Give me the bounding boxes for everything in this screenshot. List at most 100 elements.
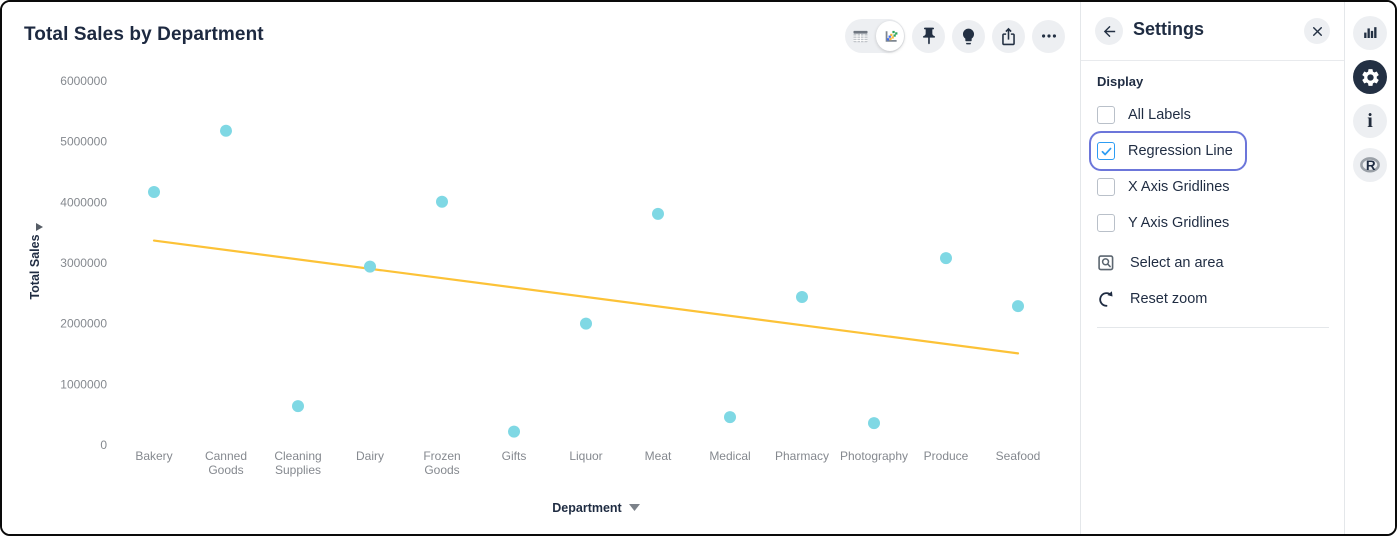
data-point[interactable] [148, 186, 160, 199]
chart-view-button[interactable] [876, 21, 904, 51]
data-point[interactable] [436, 195, 448, 208]
data-point[interactable] [1012, 300, 1024, 313]
checkbox-label: Regression Line [1128, 143, 1233, 159]
checkbox-x-axis-gridlines[interactable] [1097, 178, 1115, 196]
y-tick-label: 2000000 [60, 317, 107, 331]
data-point[interactable] [364, 260, 376, 273]
settings-button[interactable] [1353, 60, 1387, 94]
data-point[interactable] [796, 290, 808, 303]
close-button[interactable] [1304, 18, 1330, 44]
r-language-button[interactable]: R [1353, 148, 1387, 182]
x-tick-label: Medical [709, 449, 750, 463]
reset-zoom-icon [1099, 290, 1113, 307]
data-point[interactable] [724, 411, 736, 424]
visualize-button[interactable] [1353, 16, 1387, 50]
y-tick-label: 5000000 [60, 135, 107, 149]
info-icon: i [1367, 110, 1373, 132]
select-area-action[interactable]: Select an area [1097, 245, 1224, 281]
display-section-title: Display [1097, 74, 1144, 89]
x-tick-label: Meat [645, 449, 672, 463]
data-point[interactable] [940, 252, 952, 265]
data-point[interactable] [220, 124, 232, 137]
settings-header: Settings [1081, 2, 1344, 61]
chart-view-icon [885, 30, 897, 42]
back-arrow-icon [1103, 25, 1115, 37]
view-switcher [845, 19, 905, 53]
checkbox-label: All Labels [1128, 107, 1191, 123]
panel-divider [1097, 327, 1329, 328]
zoom-actions: Select an area Reset zoom [1097, 245, 1328, 317]
checkbox-row-regression-line[interactable]: Regression Line [1091, 133, 1245, 169]
display-options: All Labels Regression Line X Axis Gridli… [1097, 97, 1328, 241]
info-button[interactable]: i [1353, 104, 1387, 138]
checkbox-regression-line[interactable] [1097, 142, 1115, 160]
table-view-icon [853, 30, 867, 42]
lightbulb-icon [962, 28, 975, 44]
share-icon [1002, 27, 1015, 45]
x-axis-arrow-icon [629, 504, 640, 511]
r-logo-icon: R [1360, 157, 1380, 173]
data-point[interactable] [580, 317, 592, 330]
x-tick-label: Seafood [996, 449, 1041, 463]
reset-zoom-action[interactable]: Reset zoom [1097, 281, 1207, 317]
checkbox-y-axis-gridlines[interactable] [1097, 214, 1115, 232]
checkbox-all-labels[interactable] [1097, 106, 1115, 124]
check-icon [1101, 147, 1111, 155]
more-options-icon [1041, 34, 1056, 38]
x-tick-label: Produce [924, 449, 969, 463]
pin-icon [922, 27, 935, 45]
pin-button[interactable] [912, 19, 945, 53]
close-icon [1312, 26, 1322, 36]
bar-chart-icon [1364, 27, 1377, 38]
y-tick-label: 0 [100, 438, 107, 452]
data-point[interactable] [652, 207, 664, 220]
checkbox-row-y-axis-gridlines[interactable]: Y Axis Gridlines [1091, 205, 1241, 241]
x-axis-field[interactable]: Department [552, 501, 622, 515]
y-axis-arrow-icon [36, 223, 43, 231]
back-button[interactable] [1095, 17, 1123, 45]
svg-text:R: R [1366, 158, 1376, 173]
x-tick-label: Frozen [423, 449, 460, 463]
y-tick-label: 1000000 [60, 377, 107, 391]
data-point[interactable] [868, 417, 880, 430]
x-tick-label: Canned [205, 449, 247, 463]
data-point[interactable] [292, 400, 304, 413]
x-tick-label: Goods [424, 463, 459, 477]
chart-pane: 0 1000000 2000000 3000000 4000000 5000000 6000… [2, 2, 1080, 534]
y-tick-label: 3000000 [60, 256, 107, 270]
select-area-icon [1098, 254, 1114, 270]
y-axis-field[interactable]: Total Sales [28, 234, 42, 299]
x-tick-label: Supplies [275, 463, 321, 477]
x-tick-label: Dairy [356, 449, 384, 463]
y-tick-label: 6000000 [60, 74, 107, 88]
right-icon-rail: i R [1344, 2, 1395, 534]
x-tick-label: Liquor [569, 449, 602, 463]
x-tick-label: Photography [840, 449, 908, 463]
settings-panel: Settings Display All Labels [1080, 2, 1344, 534]
settings-gear-icon [1361, 68, 1379, 86]
insights-button[interactable] [952, 19, 985, 53]
checkbox-row-x-axis-gridlines[interactable]: X Axis Gridlines [1091, 169, 1242, 205]
scatter-chart[interactable]: 0 1000000 2000000 3000000 4000000 5000000 6000… [2, 2, 1080, 534]
more-options-button[interactable] [1032, 19, 1065, 53]
x-tick-label: Goods [208, 463, 243, 477]
x-tick-label: Pharmacy [775, 449, 829, 463]
select-area-label: Select an area [1130, 255, 1224, 271]
x-tick-label: Gifts [502, 449, 527, 463]
x-tick-label: Bakery [135, 449, 172, 463]
chart-toolbar [845, 19, 1065, 53]
y-tick-label: 4000000 [60, 195, 107, 209]
chart-title: Total Sales by Department [24, 24, 264, 45]
settings-panel-title: Settings [1133, 19, 1205, 39]
reset-zoom-label: Reset zoom [1130, 291, 1208, 307]
checkbox-row-all-labels[interactable]: All Labels [1091, 97, 1203, 133]
x-tick-label: Cleaning [274, 449, 321, 463]
settings-body: Display All Labels Regression Line [1081, 61, 1344, 328]
checkbox-label: X Axis Gridlines [1128, 179, 1230, 195]
share-button[interactable] [992, 19, 1025, 53]
regression-line [152, 239, 1020, 355]
checkbox-label: Y Axis Gridlines [1128, 215, 1230, 231]
table-view-button[interactable] [846, 21, 874, 51]
data-point[interactable] [508, 425, 520, 438]
